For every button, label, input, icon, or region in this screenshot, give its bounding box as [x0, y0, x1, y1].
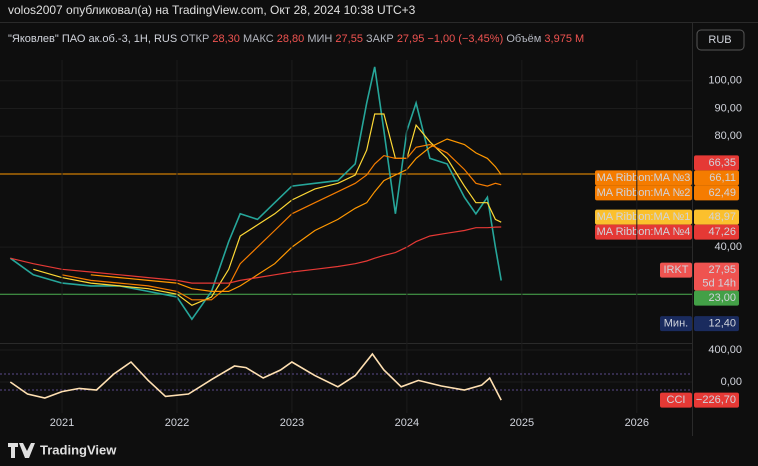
y-tick-label: 0,00 [721, 376, 742, 388]
legend-line: "Яковлев" ПАО ак.об.-3, 1Н, RUS ОТКР 28,… [8, 33, 584, 45]
axis-label-value: 48,97 [708, 211, 736, 223]
axis-label-name-box [595, 209, 692, 225]
axis-label-box [694, 224, 739, 240]
axis-label-box [694, 316, 739, 332]
y-tick-label: 100,00 [708, 75, 742, 87]
axis-label-name: MA Ribbon:MA №4 [597, 226, 691, 238]
legend-volume: 3,975 M [544, 33, 584, 45]
axis-label-name: IRKT [663, 264, 688, 276]
axis-label-value: 23,00 [708, 292, 736, 304]
axis-label-name-box [595, 224, 692, 240]
axis-label-box [694, 209, 739, 225]
axis-label-value: 66,11 [709, 172, 736, 184]
axis-label-sub: 5d 14h [702, 278, 736, 290]
y-tick-label: 90,00 [714, 102, 742, 114]
legend-volume-label: Объём [506, 33, 541, 45]
axis-label-value: 27,95 [708, 264, 736, 276]
series-line [9, 66, 502, 321]
legend-field-value: 28,30 [212, 33, 240, 45]
axis-label-box [694, 155, 739, 171]
currency[interactable]: RUB [708, 34, 731, 46]
legend-symbol: "Яковлев" ПАО ак.об.-3, 1Н, RUS [8, 33, 177, 45]
axis-label-name-box [595, 185, 692, 201]
axis-label-value: 62,49 [708, 187, 736, 199]
legend-change: −1,00 (−3,45%) [427, 33, 503, 45]
series-line [90, 138, 502, 292]
legend-field-label: ЗАКР [366, 33, 394, 45]
header-title: volos2007 опубликовал(а) на TradingView.… [8, 3, 416, 17]
axis-label-box [694, 170, 739, 186]
legend-field-value: 28,80 [277, 33, 305, 45]
axis-label-value: 47,26 [708, 226, 736, 238]
legend-field-label: ОТКР [180, 33, 209, 45]
x-tick-label: 2025 [510, 417, 534, 429]
axis-label-box [694, 392, 739, 408]
x-tick-label: 2022 [165, 417, 189, 429]
axis-label-name: MA Ribbon:MA №1 [597, 211, 691, 223]
currency-button[interactable] [696, 29, 745, 51]
y-tick-label: 80,00 [714, 130, 742, 142]
price-axis-border [692, 22, 693, 436]
logo-icon [8, 443, 35, 458]
axis-label-name-box [660, 392, 692, 408]
footer-brand: TradingView [40, 442, 117, 457]
legend-field-value: 27,55 [335, 33, 363, 45]
legend-field-label: МИН [307, 33, 332, 45]
series-line [9, 352, 502, 401]
axis-label-name: CCI [667, 394, 686, 406]
axis-label-value: −226,70 [696, 394, 736, 406]
axis-label-name-box [595, 170, 692, 186]
y-tick-label: 40,00 [714, 241, 742, 253]
axis-label-name: Мин. [664, 318, 688, 330]
series-line [61, 143, 502, 301]
axis-label-value: 66,35 [708, 157, 736, 169]
x-tick-label: 2024 [395, 417, 419, 429]
footer-bg [0, 436, 758, 466]
series-line [33, 113, 502, 306]
axis-label-name: MA Ribbon:MA №2 [597, 187, 691, 199]
axis-label-name-box [660, 316, 692, 332]
series-line [10, 226, 502, 284]
pane-divider [0, 343, 692, 344]
axis-label-value: 12,40 [708, 318, 736, 330]
axis-label-box [694, 290, 739, 306]
divider [0, 22, 758, 23]
axis-label-name: MA Ribbon:MA №3 [597, 172, 691, 184]
x-tick-label: 2021 [50, 417, 74, 429]
axis-label-box [694, 262, 739, 291]
axis-label-name-box [660, 262, 692, 278]
x-tick-label: 2023 [280, 417, 304, 429]
y-tick-label: 400,00 [708, 344, 742, 356]
legend-field-value: 27,95 [397, 33, 425, 45]
legend-field-label: МАКС [243, 33, 274, 45]
legend: "Яковлев" ПАО ак.об.-3, 1Н, RUS ОТКР 28,… [8, 33, 584, 45]
axis-label-box [694, 185, 739, 201]
x-tick-label: 2026 [625, 417, 649, 429]
